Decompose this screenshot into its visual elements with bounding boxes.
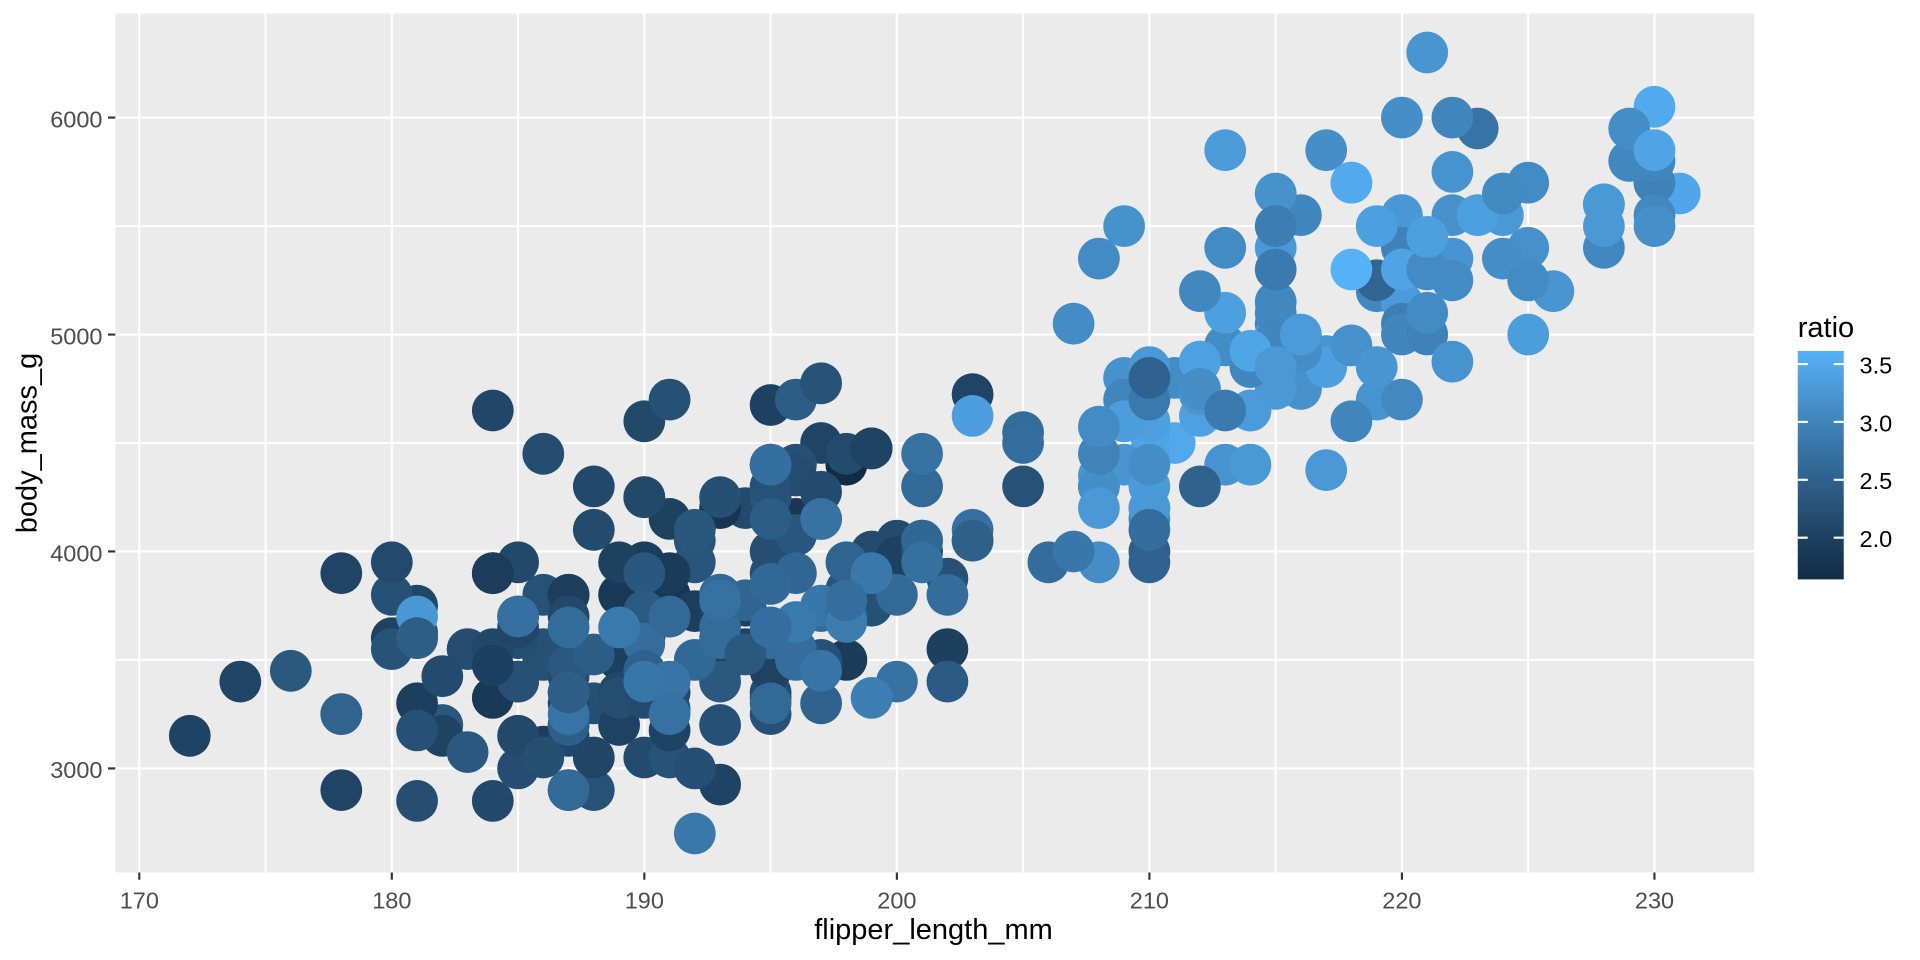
svg-text:230: 230 [1635, 887, 1674, 913]
svg-text:3000: 3000 [50, 757, 102, 783]
svg-text:180: 180 [372, 887, 411, 913]
svg-text:2.0: 2.0 [1860, 526, 1893, 552]
svg-text:6000: 6000 [50, 106, 102, 132]
svg-text:190: 190 [625, 887, 664, 913]
svg-text:2.5: 2.5 [1860, 468, 1893, 494]
svg-text:3.5: 3.5 [1860, 352, 1893, 378]
svg-text:ratio: ratio [1798, 312, 1854, 344]
svg-text:200: 200 [877, 887, 916, 913]
svg-text:210: 210 [1130, 887, 1169, 913]
svg-text:170: 170 [120, 887, 159, 913]
svg-text:3.0: 3.0 [1860, 410, 1893, 436]
svg-text:body_mass_g: body_mass_g [11, 353, 43, 534]
svg-text:4000: 4000 [50, 540, 102, 566]
svg-text:220: 220 [1382, 887, 1421, 913]
svg-text:flipper_length_mm: flipper_length_mm [814, 914, 1053, 946]
svg-text:5000: 5000 [50, 323, 102, 349]
